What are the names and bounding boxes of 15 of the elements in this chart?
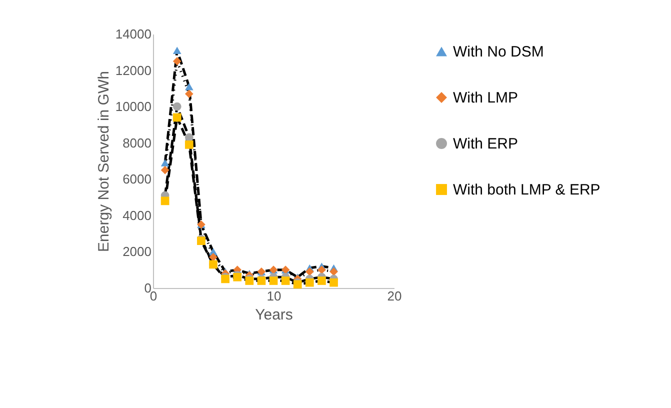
y-tick-label: 10000 xyxy=(115,99,152,114)
x-tick-label: 10 xyxy=(266,288,282,304)
x-tick-label: 20 xyxy=(387,288,402,304)
y-tick-label: 14000 xyxy=(115,26,152,42)
legend-label: With LMP xyxy=(453,90,518,106)
y-tick-label: 4000 xyxy=(122,208,152,223)
legend-label: With both LMP & ERP xyxy=(453,182,600,198)
y-tick-label: 2000 xyxy=(122,244,152,260)
y-axis-title: Energy Not Served in GWh xyxy=(95,71,112,252)
y-tick-label: 8000 xyxy=(122,135,152,150)
y-tick-label: 12000 xyxy=(115,62,152,78)
legend-label: With No DSM xyxy=(453,44,544,60)
legend-label: With ERP xyxy=(453,136,518,152)
x-axis-title: Years xyxy=(255,306,293,324)
y-tick-label: 6000 xyxy=(122,172,152,187)
